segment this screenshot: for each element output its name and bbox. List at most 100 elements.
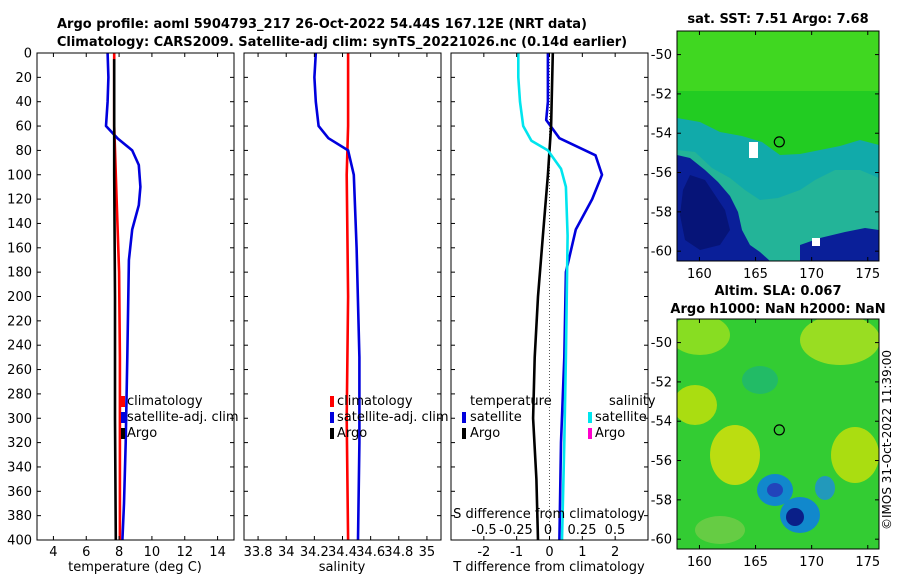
legend-swatch-t-satellite — [462, 412, 466, 423]
temperature-legend: climatology satellite-adj. clim Argo — [121, 394, 239, 441]
difference-legend: temperature satellite Argo salinity sate… — [462, 394, 656, 441]
legend-label-satellite: satellite-adj. clim — [127, 410, 239, 425]
sla-x-ticks: 160 165 170 175 — [687, 319, 880, 570]
sst-missing-data — [749, 142, 758, 158]
y-tick-label: 20 — [15, 71, 32, 86]
sla-field-blob — [677, 385, 717, 425]
map-y-tick-label: -56 — [651, 166, 672, 181]
y-tick-label: 320 — [7, 436, 32, 451]
legend-label-t-satellite: satellite — [470, 410, 522, 425]
sst-map-title: sat. SST: 7.51 Argo: 7.68 — [687, 12, 868, 27]
x-tick-label: 34.8 — [384, 545, 413, 560]
sla-map-title-line2: Argo h1000: NaN h2000: NaN — [670, 302, 885, 317]
x-tick-label: 35 — [419, 545, 436, 560]
x-tick-label: 14 — [209, 545, 226, 560]
y-tick-label: 200 — [7, 290, 32, 305]
legend-label-argo: Argo — [337, 426, 367, 441]
sst-field-cold-core — [680, 175, 730, 250]
difference-y-tick-marks — [451, 52, 648, 541]
map-x-tick-label: 170 — [799, 555, 824, 570]
legend-label-argo: Argo — [127, 426, 157, 441]
map-x-tick-label: 160 — [687, 267, 712, 282]
t-difference-xlabel: T difference from climatology — [452, 560, 645, 575]
temperature-axes-frame — [36, 52, 235, 541]
sla-field-blob — [677, 319, 730, 355]
series-line-satellite-adj-clim — [313, 53, 361, 540]
sla-heatmap — [677, 319, 879, 549]
x-tick-label: 0 — [545, 545, 553, 560]
y-tick-label: 80 — [15, 144, 32, 159]
sla-map-title-line1: Altim. SLA: 0.067 — [715, 284, 842, 299]
legend-swatch-satellite — [330, 412, 334, 423]
s-tick-label: -0.25 — [499, 523, 533, 538]
sla-field-low-core — [767, 483, 783, 497]
argo-position-marker — [773, 424, 785, 436]
legend-swatch-argo — [330, 428, 334, 439]
y-tick-label: 360 — [7, 485, 32, 500]
s-tick-label: 0.25 — [568, 523, 597, 538]
difference-series — [516, 53, 604, 540]
legend-swatch-s-satellite — [588, 412, 592, 423]
x-tick-label: 34.6 — [356, 545, 385, 560]
y-tick-label: 60 — [15, 120, 32, 135]
map-y-tick-label: -60 — [651, 533, 672, 548]
s-tick-label: -0.5 — [471, 523, 496, 538]
legend-swatch-climatology — [330, 396, 334, 407]
salinity-series — [313, 53, 361, 540]
x-tick-label: 34.2 — [300, 545, 329, 560]
series-line-temperature-satellite — [544, 53, 604, 540]
map-y-tick-label: -54 — [651, 127, 672, 142]
temperature-x-ticks: 4 6 8 10 12 14 — [49, 53, 226, 560]
y-tick-label: 340 — [7, 460, 32, 475]
sla-field-blob — [695, 516, 745, 544]
sst-field-north — [677, 31, 879, 91]
difference-panel: -2 -1 0 1 2 T difference from climatology S … — [450, 52, 656, 575]
salinity-legend: climatology satellite-adj. clim Argo — [330, 394, 449, 441]
y-tick-label: 400 — [7, 534, 32, 549]
s-difference-tick-labels: -0.5 -0.25 0 0.25 0.5 — [471, 523, 625, 538]
x-tick-label: 6 — [82, 545, 90, 560]
sla-field-blob — [800, 319, 879, 365]
sla-map-frame — [676, 318, 880, 550]
x-tick-label: 4 — [49, 545, 57, 560]
x-tick-label: 8 — [115, 545, 123, 560]
y-tick-label: 260 — [7, 363, 32, 378]
legend-swatch-t-argo — [462, 428, 466, 439]
sst-x-ticks: 160 165 170 175 — [687, 31, 880, 282]
temperature-panel: 4 6 8 10 12 14 0 20 40 60 80 100 120 140 160 180 200 220… — [7, 47, 238, 576]
depth-y-ticks: 0 20 40 60 80 100 120 140 160 180 200 220 240 260 280 3… — [7, 47, 234, 549]
map-y-tick-label: -58 — [651, 493, 672, 508]
difference-x-ticks: -2 -1 0 1 2 — [477, 53, 619, 560]
y-tick-label: 100 — [7, 168, 32, 183]
series-line-satellite-adj-clim — [104, 53, 142, 540]
legend-swatch-climatology — [121, 396, 125, 407]
argo-position-marker — [773, 136, 785, 148]
x-tick-label: -2 — [477, 545, 490, 560]
y-tick-label: 380 — [7, 509, 32, 524]
s-tick-label: 0 — [544, 523, 552, 538]
temperature-series — [104, 53, 142, 540]
legend-label-t-argo: Argo — [470, 426, 500, 441]
y-tick-label: 300 — [7, 412, 32, 427]
s-tick-label: 0.5 — [605, 523, 626, 538]
y-tick-label: 0 — [24, 47, 32, 62]
x-tick-label: 12 — [176, 545, 193, 560]
y-tick-label: 40 — [15, 95, 32, 110]
x-tick-label: 34 — [278, 545, 295, 560]
sla-map-panel: Altim. SLA: 0.067 Argo h1000: NaN h2000:… — [651, 284, 886, 570]
x-tick-label: 2 — [611, 545, 619, 560]
sla-field-low-core — [786, 508, 804, 526]
series-line-salinity-satellite — [516, 53, 569, 540]
sla-field-blob — [710, 425, 760, 485]
salinity-panel: 33.8 34 34.2 34.4 34.6 34.8 35 salinity climat… — [243, 52, 449, 575]
map-x-tick-label: 170 — [799, 267, 824, 282]
sst-y-ticks: -50 -52 -54 -56 -58 -60 — [651, 48, 879, 260]
map-y-tick-label: -52 — [651, 87, 672, 102]
y-tick-label: 140 — [7, 217, 32, 232]
y-tick-label: 160 — [7, 241, 32, 256]
map-y-tick-label: -54 — [651, 415, 672, 430]
series-line-temperature-argo — [531, 53, 555, 540]
legend-swatch-s-argo — [588, 428, 592, 439]
y-tick-label: 240 — [7, 339, 32, 354]
sst-map-panel: sat. SST: 7.51 Argo: 7.68 160 165 170 175 -… — [651, 12, 880, 282]
